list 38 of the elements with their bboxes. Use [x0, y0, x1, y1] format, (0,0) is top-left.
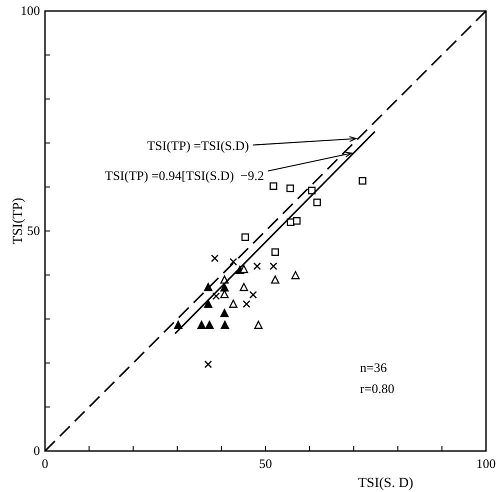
- point: [229, 258, 238, 266]
- point: [293, 217, 301, 225]
- annotation: n=36: [360, 360, 388, 375]
- point: [242, 300, 250, 308]
- x-tick-label: 50: [259, 456, 272, 471]
- point: [358, 177, 366, 185]
- point: [241, 233, 250, 241]
- point: [291, 271, 300, 280]
- point: [229, 300, 238, 308]
- point: [212, 292, 220, 300]
- point: [270, 182, 278, 190]
- point: [220, 320, 230, 329]
- annotation: TSI(TP) =0.94[TSI(S.D) −9.2: [104, 168, 264, 183]
- point: [249, 290, 257, 299]
- point: [174, 320, 182, 329]
- point: [254, 320, 263, 329]
- point: [204, 300, 212, 308]
- point: [271, 248, 279, 256]
- point: [270, 262, 278, 270]
- annotation: TSI(TP) =TSI(S.D): [147, 138, 249, 153]
- point: [253, 262, 261, 270]
- point: [205, 320, 214, 329]
- point: [197, 320, 206, 329]
- x-axis-title: TSI(S. D): [358, 476, 414, 491]
- point: [240, 282, 248, 292]
- y-axis-title: TSI(TP): [11, 197, 26, 244]
- point: [210, 254, 219, 262]
- x-tick-label: 100: [476, 456, 496, 471]
- y-tick-label: 50: [27, 223, 40, 238]
- point: [220, 308, 229, 318]
- y-tick-label: 100: [20, 3, 40, 18]
- point: [286, 184, 294, 192]
- point: [271, 275, 280, 284]
- y-tick-label: 0: [34, 443, 40, 458]
- point: [313, 198, 321, 206]
- annotation: r=0.80: [360, 381, 394, 396]
- point: [204, 360, 212, 368]
- point: [204, 282, 212, 292]
